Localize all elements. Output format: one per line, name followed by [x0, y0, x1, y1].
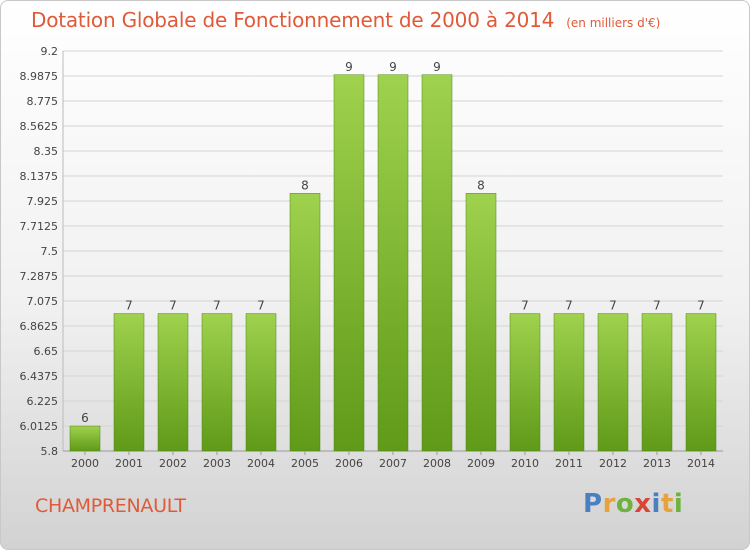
title-row: Dotation Globale de Fonctionnement de 20…	[31, 8, 660, 32]
bar-2004	[245, 313, 277, 452]
data-label: 8	[477, 178, 485, 192]
x-tick-label: 2005	[291, 457, 319, 470]
x-tick-label: 2002	[159, 457, 187, 470]
y-tick-label: 7.925	[27, 195, 59, 208]
logo-letter: o	[615, 489, 635, 519]
x-tick-label: 2014	[687, 457, 715, 470]
x-tick-label: 2009	[467, 457, 495, 470]
data-label: 7	[609, 299, 617, 313]
bar-2002	[157, 313, 189, 452]
y-tick-label: 6.225	[27, 395, 59, 408]
logo-letter: i	[673, 489, 684, 519]
x-tick-label: 2001	[115, 457, 143, 470]
proxiti-logo: Proxiti	[583, 489, 683, 519]
data-label: 7	[521, 299, 529, 313]
bar-2008	[421, 74, 453, 452]
bar-2010	[509, 313, 541, 452]
logo-letter: x	[634, 489, 652, 519]
bar-2005	[289, 193, 321, 452]
x-tick-label: 2010	[511, 457, 539, 470]
y-tick-label: 7.7125	[20, 220, 59, 233]
data-label: 7	[125, 299, 133, 313]
x-tick-label: 2013	[643, 457, 671, 470]
x-tick-label: 2004	[247, 457, 275, 470]
y-tick-label: 7.2875	[20, 270, 59, 283]
data-label: 9	[345, 60, 353, 74]
x-tick-label: 2012	[599, 457, 627, 470]
x-tick-label: 2003	[203, 457, 231, 470]
data-label: 7	[257, 299, 265, 313]
logo-letter: t	[660, 489, 674, 519]
data-label: 7	[213, 299, 221, 313]
data-labels: 6 7 7 7 7 8 9 9 9 8 7 7 7 7 7	[81, 60, 705, 425]
y-tick-label: 6.4375	[20, 370, 59, 383]
bar-2014	[685, 313, 717, 452]
y-axis-ticks: 5.8 6.0125 6.225 6.4375 6.65 6.8625 7.075 7.287…	[20, 45, 59, 458]
x-axis-ticks: 2000 2001 2002 2003 2004 2005 2006 2007 2008 2009…	[71, 451, 715, 470]
bar-2001	[113, 313, 145, 452]
y-tick-label: 5.8	[41, 445, 59, 458]
bar-2007	[377, 74, 409, 452]
y-tick-label: 7.075	[27, 295, 59, 308]
y-tick-label: 6.65	[34, 345, 59, 358]
y-tick-label: 6.0125	[20, 420, 59, 433]
data-label: 6	[81, 411, 89, 425]
x-tick-label: 2011	[555, 457, 583, 470]
bars	[69, 74, 717, 452]
logo-letter: P	[583, 489, 603, 519]
bar-2000	[69, 425, 101, 452]
y-tick-label: 8.9875	[20, 70, 59, 83]
bar-2013	[641, 313, 673, 452]
bar-2012	[597, 313, 629, 452]
y-tick-label: 6.8625	[20, 320, 59, 333]
chart-title: Dotation Globale de Fonctionnement de 20…	[31, 8, 555, 32]
logo-letter: i	[651, 489, 661, 519]
y-tick-label: 8.1375	[20, 170, 59, 183]
data-label: 8	[301, 178, 309, 192]
bar-2006	[333, 74, 365, 452]
bar-2003	[201, 313, 233, 452]
data-label: 7	[697, 299, 705, 313]
data-label: 7	[653, 299, 661, 313]
y-tick-label: 7.5	[41, 245, 59, 258]
commune-name: CHAMPRENAULT	[35, 495, 186, 517]
y-tick-label: 8.5625	[20, 120, 59, 133]
x-tick-label: 2008	[423, 457, 451, 470]
bar-2009	[465, 193, 497, 452]
y-tick-label: 8.775	[27, 95, 59, 108]
data-label: 9	[389, 60, 397, 74]
data-label: 9	[433, 60, 441, 74]
logo-letter: r	[602, 489, 616, 519]
data-label: 7	[169, 299, 177, 313]
chart-unit: (en milliers d'€)	[566, 16, 661, 30]
x-tick-label: 2007	[379, 457, 407, 470]
y-tick-label: 8.35	[34, 145, 59, 158]
data-label: 7	[565, 299, 573, 313]
y-tick-label: 9.2	[41, 45, 59, 58]
bar-2011	[553, 313, 585, 452]
x-tick-label: 2006	[335, 457, 363, 470]
x-tick-label: 2000	[71, 457, 99, 470]
